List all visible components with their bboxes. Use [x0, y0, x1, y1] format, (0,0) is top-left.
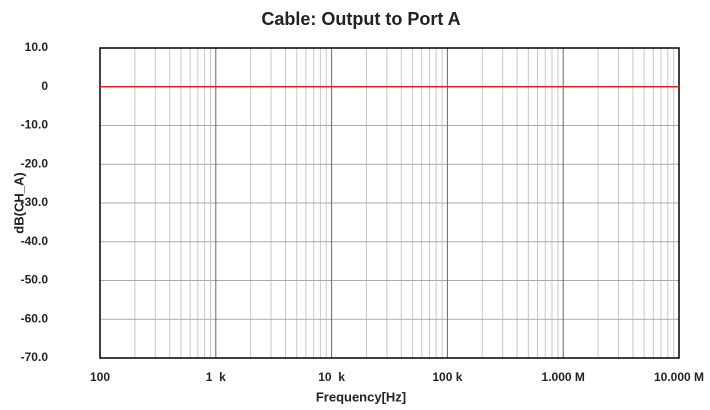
y-axis-label: dB(CH_A) [11, 172, 26, 233]
y-tick-label: -20.0 [21, 156, 49, 170]
y-tick-label: -40.0 [21, 234, 49, 248]
x-tick-label: 100 k [432, 370, 462, 384]
y-tick-label: -50.0 [21, 273, 49, 287]
y-tick-label: 10.0 [25, 40, 49, 54]
plot-border [99, 47, 680, 359]
x-axis-label: Frequency[Hz] [316, 389, 406, 404]
y-tick-label: -10.0 [21, 118, 49, 132]
y-tick-label: -60.0 [21, 311, 49, 325]
x-tick-label: 10 k [318, 370, 345, 384]
y-tick-label: -70.0 [21, 350, 49, 364]
y-tick-label: 0 [41, 79, 48, 93]
x-tick-label: 100 [90, 370, 110, 384]
y-tick-label: -30.0 [21, 195, 49, 209]
chart-title: Cable: Output to Port A [261, 9, 460, 29]
x-tick-label: 10.000 M [654, 370, 704, 384]
x-tick-label: 1 k [206, 370, 226, 384]
x-tick-label: 1.000 M [542, 370, 585, 384]
